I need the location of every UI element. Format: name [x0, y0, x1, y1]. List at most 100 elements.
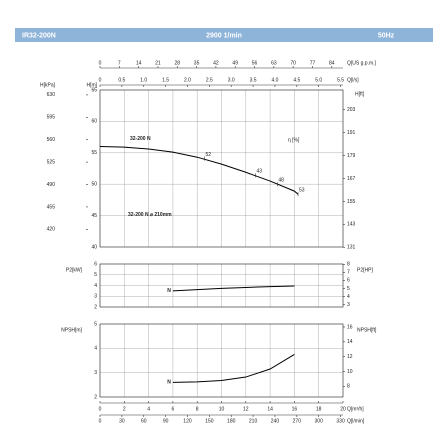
y-tick-label: 40: [91, 244, 97, 250]
x-tick-label: 0: [99, 418, 102, 424]
x-tick-label: 2.5: [206, 77, 213, 83]
y-tick-label: 5: [94, 321, 97, 327]
y-tick-label: 60: [91, 119, 97, 125]
x-tick-label: 20: [340, 406, 346, 412]
y-tick-label: 5: [94, 272, 97, 278]
y2-tick-label: 4: [347, 294, 350, 300]
y-tick-label: 50: [91, 182, 97, 188]
y2-tick-label: 8: [347, 262, 350, 268]
x-tick-label: 240: [271, 418, 280, 424]
y3-tick-label: 490: [47, 182, 56, 188]
y-tick-label: 6: [94, 261, 97, 267]
efficiency-value: 48: [278, 178, 284, 184]
x-axis-label: Q[US g.p.m.]: [347, 60, 377, 66]
y2-tick-label: 131: [347, 245, 356, 251]
y3-tick-label: 560: [47, 137, 56, 143]
x-tick-label: 14: [136, 60, 142, 66]
x-tick-label: 84: [329, 60, 335, 66]
x-tick-label: 42: [213, 60, 219, 66]
x-tick-label: 8: [196, 406, 199, 412]
x-tick-label: 1.5: [162, 77, 169, 83]
x-tick-label: 63: [271, 60, 277, 66]
curve-name: N: [167, 380, 171, 386]
y2-axis-label: P2[HP]: [357, 267, 373, 273]
y2-tick-label: 155: [347, 199, 356, 205]
y2-tick-label: 8: [347, 384, 350, 390]
x-tick-label: 4.0: [271, 77, 278, 83]
x-tick-label: 5.5: [337, 77, 344, 83]
efficiency-value: 43: [257, 169, 263, 175]
x-tick-label: 4: [147, 406, 150, 412]
x-tick-label: 1.0: [140, 77, 147, 83]
x-tick-label: 210: [249, 418, 258, 424]
y3-tick-label: 595: [47, 115, 56, 121]
y-tick-label: 2: [94, 304, 97, 310]
x-tick-label: 30: [119, 418, 125, 424]
x-tick-label: 0: [99, 60, 102, 66]
curve: [172, 285, 295, 292]
x-tick-label: 180: [227, 418, 236, 424]
x-axis-label: Q[m³/h]: [347, 406, 364, 412]
curve-name: 32-200 N: [130, 136, 151, 142]
plot-frame: [99, 323, 344, 398]
y2-tick-label: 203: [347, 107, 356, 113]
y3-tick-label: 525: [47, 159, 56, 165]
efficiency-value: 53: [299, 188, 305, 194]
y-axis-label: H[m]: [86, 82, 97, 88]
x-tick-label: 0: [99, 406, 102, 412]
y2-tick-label: 5: [347, 286, 350, 292]
speed: 2900 1/min: [206, 32, 242, 39]
y-axis-label: P2[kW]: [66, 267, 83, 273]
y-tick-label: 3: [94, 294, 97, 300]
x-tick-label: 77: [310, 60, 316, 66]
y-tick-label: 55: [91, 150, 97, 156]
y2-tick-label: 167: [347, 176, 356, 182]
y3-tick-label: 420: [47, 227, 56, 233]
x-axis-label: Q[l/s]: [347, 77, 359, 83]
y3-tick-label: 630: [47, 92, 56, 98]
x-tick-label: 2: [123, 406, 126, 412]
y2-tick-label: 12: [347, 354, 353, 360]
x-tick-label: 70: [290, 60, 296, 66]
y2-tick-label: 6: [347, 278, 350, 284]
x-tick-label: 0: [99, 77, 102, 83]
plot-frame: [99, 263, 344, 308]
y2-tick-label: 7: [347, 270, 350, 276]
y-tick-label: 2: [94, 394, 97, 400]
y2-tick-label: 14: [347, 339, 353, 345]
y2-tick-label: 3: [347, 302, 350, 308]
x-tick-label: 28: [174, 60, 180, 66]
annotation: 32-200 N ⌀ 210mm: [128, 212, 172, 218]
y2-axis-label: H[ft]: [355, 91, 365, 97]
x-tick-label: 3.5: [250, 77, 257, 83]
x-tick-label: 300: [315, 418, 324, 424]
x-tick-label: 18: [316, 406, 322, 412]
x-tick-label: 6: [172, 406, 175, 412]
x-tick-label: 16: [292, 406, 298, 412]
x-tick-label: 330: [336, 418, 345, 424]
header-bar: [15, 28, 433, 42]
x-tick-label: 12: [243, 406, 249, 412]
x-tick-label: 2.0: [184, 77, 191, 83]
curve: [172, 353, 295, 383]
x-tick-label: 60: [141, 418, 147, 424]
y2-tick-label: 10: [347, 369, 353, 375]
x-tick-label: 90: [163, 418, 169, 424]
y2-tick-label: 16: [347, 324, 353, 330]
efficiency-label: η [%]: [288, 138, 300, 144]
y-tick-label: 4: [94, 283, 97, 289]
model-name: IR32-200N: [22, 32, 56, 39]
x-tick-label: 0.5: [118, 77, 125, 83]
x-tick-label: 5.0: [315, 77, 322, 83]
x-tick-label: 270: [293, 418, 302, 424]
y3-axis-label: H[kPa]: [40, 82, 56, 88]
x-tick-label: 10: [219, 406, 225, 412]
x-tick-label: 14: [267, 406, 273, 412]
y3-tick-label: 455: [47, 204, 56, 210]
frequency: 50Hz: [378, 32, 395, 39]
x-tick-label: 49: [232, 60, 238, 66]
y-tick-label: 65: [91, 87, 97, 93]
y-tick-label: 45: [91, 213, 97, 219]
x-tick-label: 35: [194, 60, 200, 66]
